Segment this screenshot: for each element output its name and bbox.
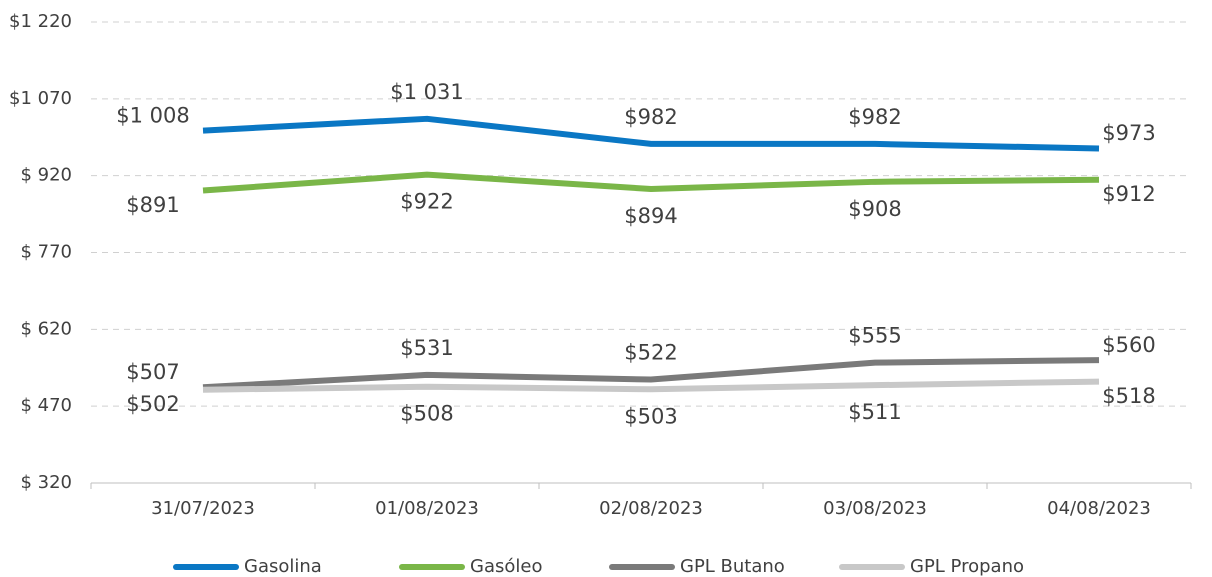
data-label: $508 — [400, 402, 453, 426]
x-tick-label: 04/08/2023 — [1047, 498, 1151, 519]
data-label: $531 — [400, 336, 453, 360]
data-label: $522 — [624, 341, 677, 365]
y-tick-label: $ 320 — [20, 472, 72, 493]
x-tick-label: 01/08/2023 — [375, 498, 479, 519]
data-label: $1 031 — [390, 80, 463, 104]
y-tick-label: $ 470 — [20, 395, 72, 416]
y-tick-label: $ 620 — [20, 318, 72, 339]
data-label: $503 — [624, 404, 677, 428]
series-line — [202, 115, 1100, 152]
data-label: $507 — [126, 360, 179, 384]
data-label: $560 — [1102, 333, 1155, 357]
data-label: $982 — [848, 105, 901, 129]
data-label: $908 — [848, 197, 901, 221]
x-tick-label: 02/08/2023 — [599, 498, 703, 519]
data-label: $894 — [624, 204, 677, 228]
data-label: $555 — [848, 324, 901, 348]
legend-label: GPL Propano — [910, 556, 1024, 577]
legend-label: GPL Butano — [680, 556, 785, 577]
series-line — [202, 357, 1100, 391]
legend-label: Gasolina — [244, 556, 322, 577]
y-tick-label: $ 770 — [20, 242, 72, 263]
series-line — [202, 378, 1100, 393]
data-label: $982 — [624, 105, 677, 129]
data-label: $912 — [1102, 182, 1155, 206]
x-tick-label: 03/08/2023 — [823, 498, 927, 519]
data-label: $518 — [1102, 384, 1155, 408]
y-tick-label: $1 070 — [9, 88, 72, 109]
x-tick-label: 31/07/2023 — [151, 498, 255, 519]
data-label: $891 — [126, 193, 179, 217]
series-line — [202, 171, 1100, 194]
data-label: $502 — [126, 392, 179, 416]
y-tick-label: $ 920 — [20, 165, 72, 186]
data-label: $511 — [848, 400, 901, 424]
data-label: $973 — [1102, 121, 1155, 145]
legend-label: Gasóleo — [470, 556, 542, 577]
y-tick-label: $1 220 — [9, 11, 72, 32]
data-label: $1 008 — [116, 103, 189, 127]
data-label: $922 — [400, 190, 453, 214]
